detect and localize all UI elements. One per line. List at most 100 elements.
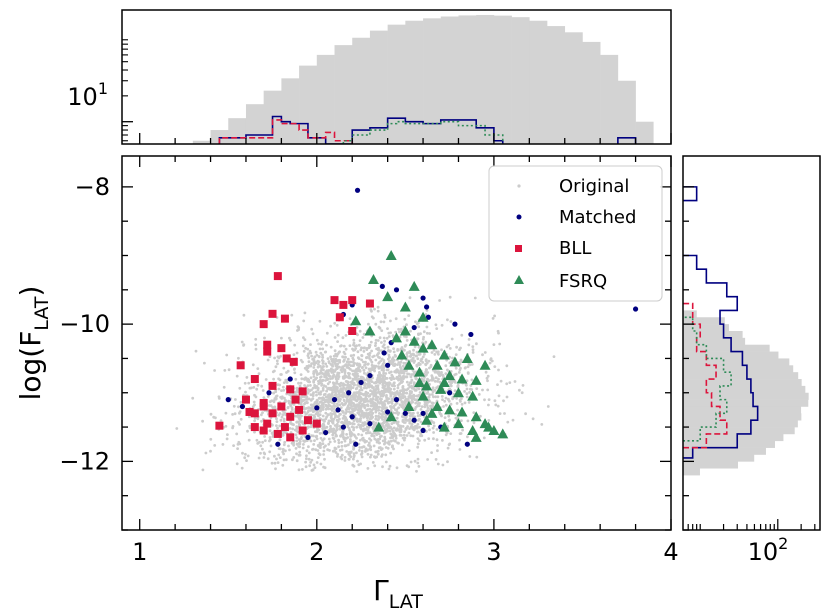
original-point <box>376 398 379 402</box>
original-point <box>231 413 235 416</box>
original-point <box>314 368 318 372</box>
original-point <box>391 411 395 415</box>
original-point <box>398 433 402 437</box>
original-point <box>385 406 388 410</box>
original-point <box>428 332 431 335</box>
bll-point <box>282 354 291 363</box>
original-point <box>348 372 351 375</box>
original-point <box>466 365 470 369</box>
top-hist-bar <box>476 14 495 144</box>
original-point <box>315 434 319 438</box>
original-point <box>374 338 378 342</box>
original-point <box>309 351 313 355</box>
original-point <box>416 411 420 415</box>
original-point <box>356 374 360 378</box>
right-hist-matched <box>683 254 759 459</box>
fsrq-point <box>382 291 394 302</box>
original-point <box>364 360 367 364</box>
original-point <box>266 395 270 398</box>
original-point <box>407 449 411 452</box>
original-point <box>310 327 314 331</box>
original-point <box>466 419 470 423</box>
original-point <box>352 428 355 432</box>
original-point <box>282 443 286 447</box>
original-point <box>425 368 428 372</box>
original-point <box>374 402 378 406</box>
original-point <box>353 403 356 406</box>
original-point <box>403 436 407 440</box>
matched-point <box>287 376 293 382</box>
original-point <box>367 443 370 447</box>
original-point <box>481 388 484 392</box>
original-point <box>288 393 291 396</box>
original-point <box>395 416 399 420</box>
original-point <box>398 429 401 432</box>
matched-point <box>379 283 385 289</box>
original-point <box>382 371 385 375</box>
main-ticks <box>122 156 672 531</box>
original-point <box>321 438 325 442</box>
original-point <box>296 325 300 329</box>
original-point <box>300 420 304 423</box>
original-point <box>470 378 474 382</box>
original-point <box>325 415 329 419</box>
original-point <box>355 451 358 455</box>
original-point <box>521 384 525 387</box>
original-point <box>498 342 502 346</box>
fsrq-point <box>483 421 495 432</box>
original-point <box>441 463 445 467</box>
original-point <box>410 379 414 382</box>
original-point <box>438 380 442 384</box>
original-point <box>318 443 322 447</box>
original-point <box>348 344 352 347</box>
original-point <box>483 398 486 402</box>
original-point <box>329 355 332 359</box>
original-point <box>268 450 272 454</box>
original-point <box>306 425 310 429</box>
original-point <box>321 398 325 402</box>
original-point <box>349 410 353 414</box>
original-point <box>350 422 354 425</box>
original-point <box>321 427 324 430</box>
original-point <box>449 383 452 387</box>
original-point <box>261 411 264 414</box>
original-point <box>428 428 431 432</box>
original-point <box>487 398 491 401</box>
original-point <box>466 435 469 439</box>
original-point <box>520 391 524 395</box>
original-point <box>398 363 402 367</box>
x-axis-title: ΓLAT <box>373 574 423 613</box>
original-point <box>487 403 490 407</box>
original-point <box>333 321 337 325</box>
right-hist-bar <box>683 454 755 462</box>
original-point <box>403 375 406 378</box>
original-point <box>288 400 292 404</box>
original-point <box>383 402 386 406</box>
original-point <box>437 352 440 356</box>
original-point <box>244 452 247 456</box>
original-point <box>342 376 345 379</box>
original-point <box>447 419 451 422</box>
original-point <box>346 404 350 408</box>
original-point <box>346 364 350 367</box>
original-point <box>499 379 503 383</box>
original-point <box>361 424 365 427</box>
original-point <box>256 442 260 445</box>
original-point <box>490 359 494 363</box>
original-point <box>378 437 382 441</box>
original-point <box>369 340 373 344</box>
original-point <box>367 385 371 389</box>
original-point <box>355 470 359 473</box>
original-point <box>405 464 409 468</box>
original-point <box>363 363 367 366</box>
original-point <box>430 451 433 454</box>
original-point <box>352 369 356 373</box>
original-point <box>416 337 420 341</box>
original-point <box>322 465 325 469</box>
original-point <box>318 396 322 400</box>
original-point <box>382 320 386 324</box>
right-hist-bar <box>683 413 802 421</box>
original-point <box>337 391 341 394</box>
original-point <box>333 449 336 453</box>
original-point <box>468 391 471 394</box>
